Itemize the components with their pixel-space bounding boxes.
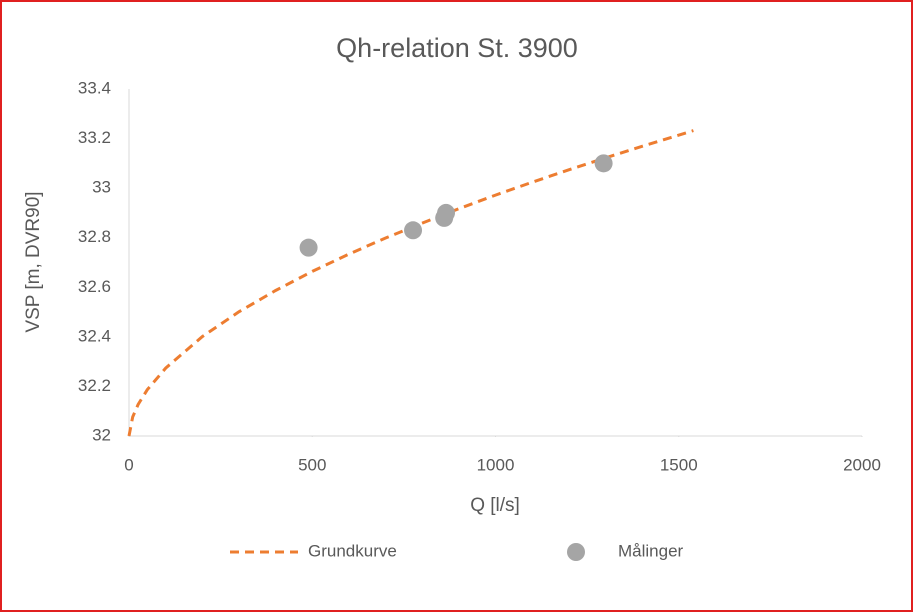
y-tick-label: 32.8 (78, 227, 111, 246)
legend-label: Grundkurve (308, 541, 397, 560)
x-tick-label: 0 (124, 455, 133, 474)
y-tick-label: 32.4 (78, 326, 111, 345)
y-tick-label: 32.6 (78, 277, 111, 296)
y-axis-label: VSP [m, DVR90] (23, 191, 44, 332)
chart-title: Qh-relation St. 3900 (336, 33, 578, 63)
x-tick-label: 2000 (843, 455, 881, 474)
point (437, 203, 456, 222)
point (404, 221, 423, 240)
point (299, 238, 318, 257)
point (594, 154, 613, 173)
legend-label: Målinger (618, 541, 684, 560)
y-tick-label: 33.2 (78, 128, 111, 147)
curve (127, 129, 694, 437)
y-tick-label: 32.2 (78, 376, 111, 395)
x-tick-label: 1000 (477, 455, 515, 474)
x-tick-label: 500 (298, 455, 326, 474)
y-tick-label: 33.4 (78, 78, 111, 97)
legend-key (567, 543, 585, 561)
y-tick-label: 33 (92, 178, 111, 197)
x-tick-label: 1500 (660, 455, 698, 474)
y-tick-label: 32 (92, 425, 111, 444)
x-axis-label: Q [l/s] (470, 495, 520, 516)
